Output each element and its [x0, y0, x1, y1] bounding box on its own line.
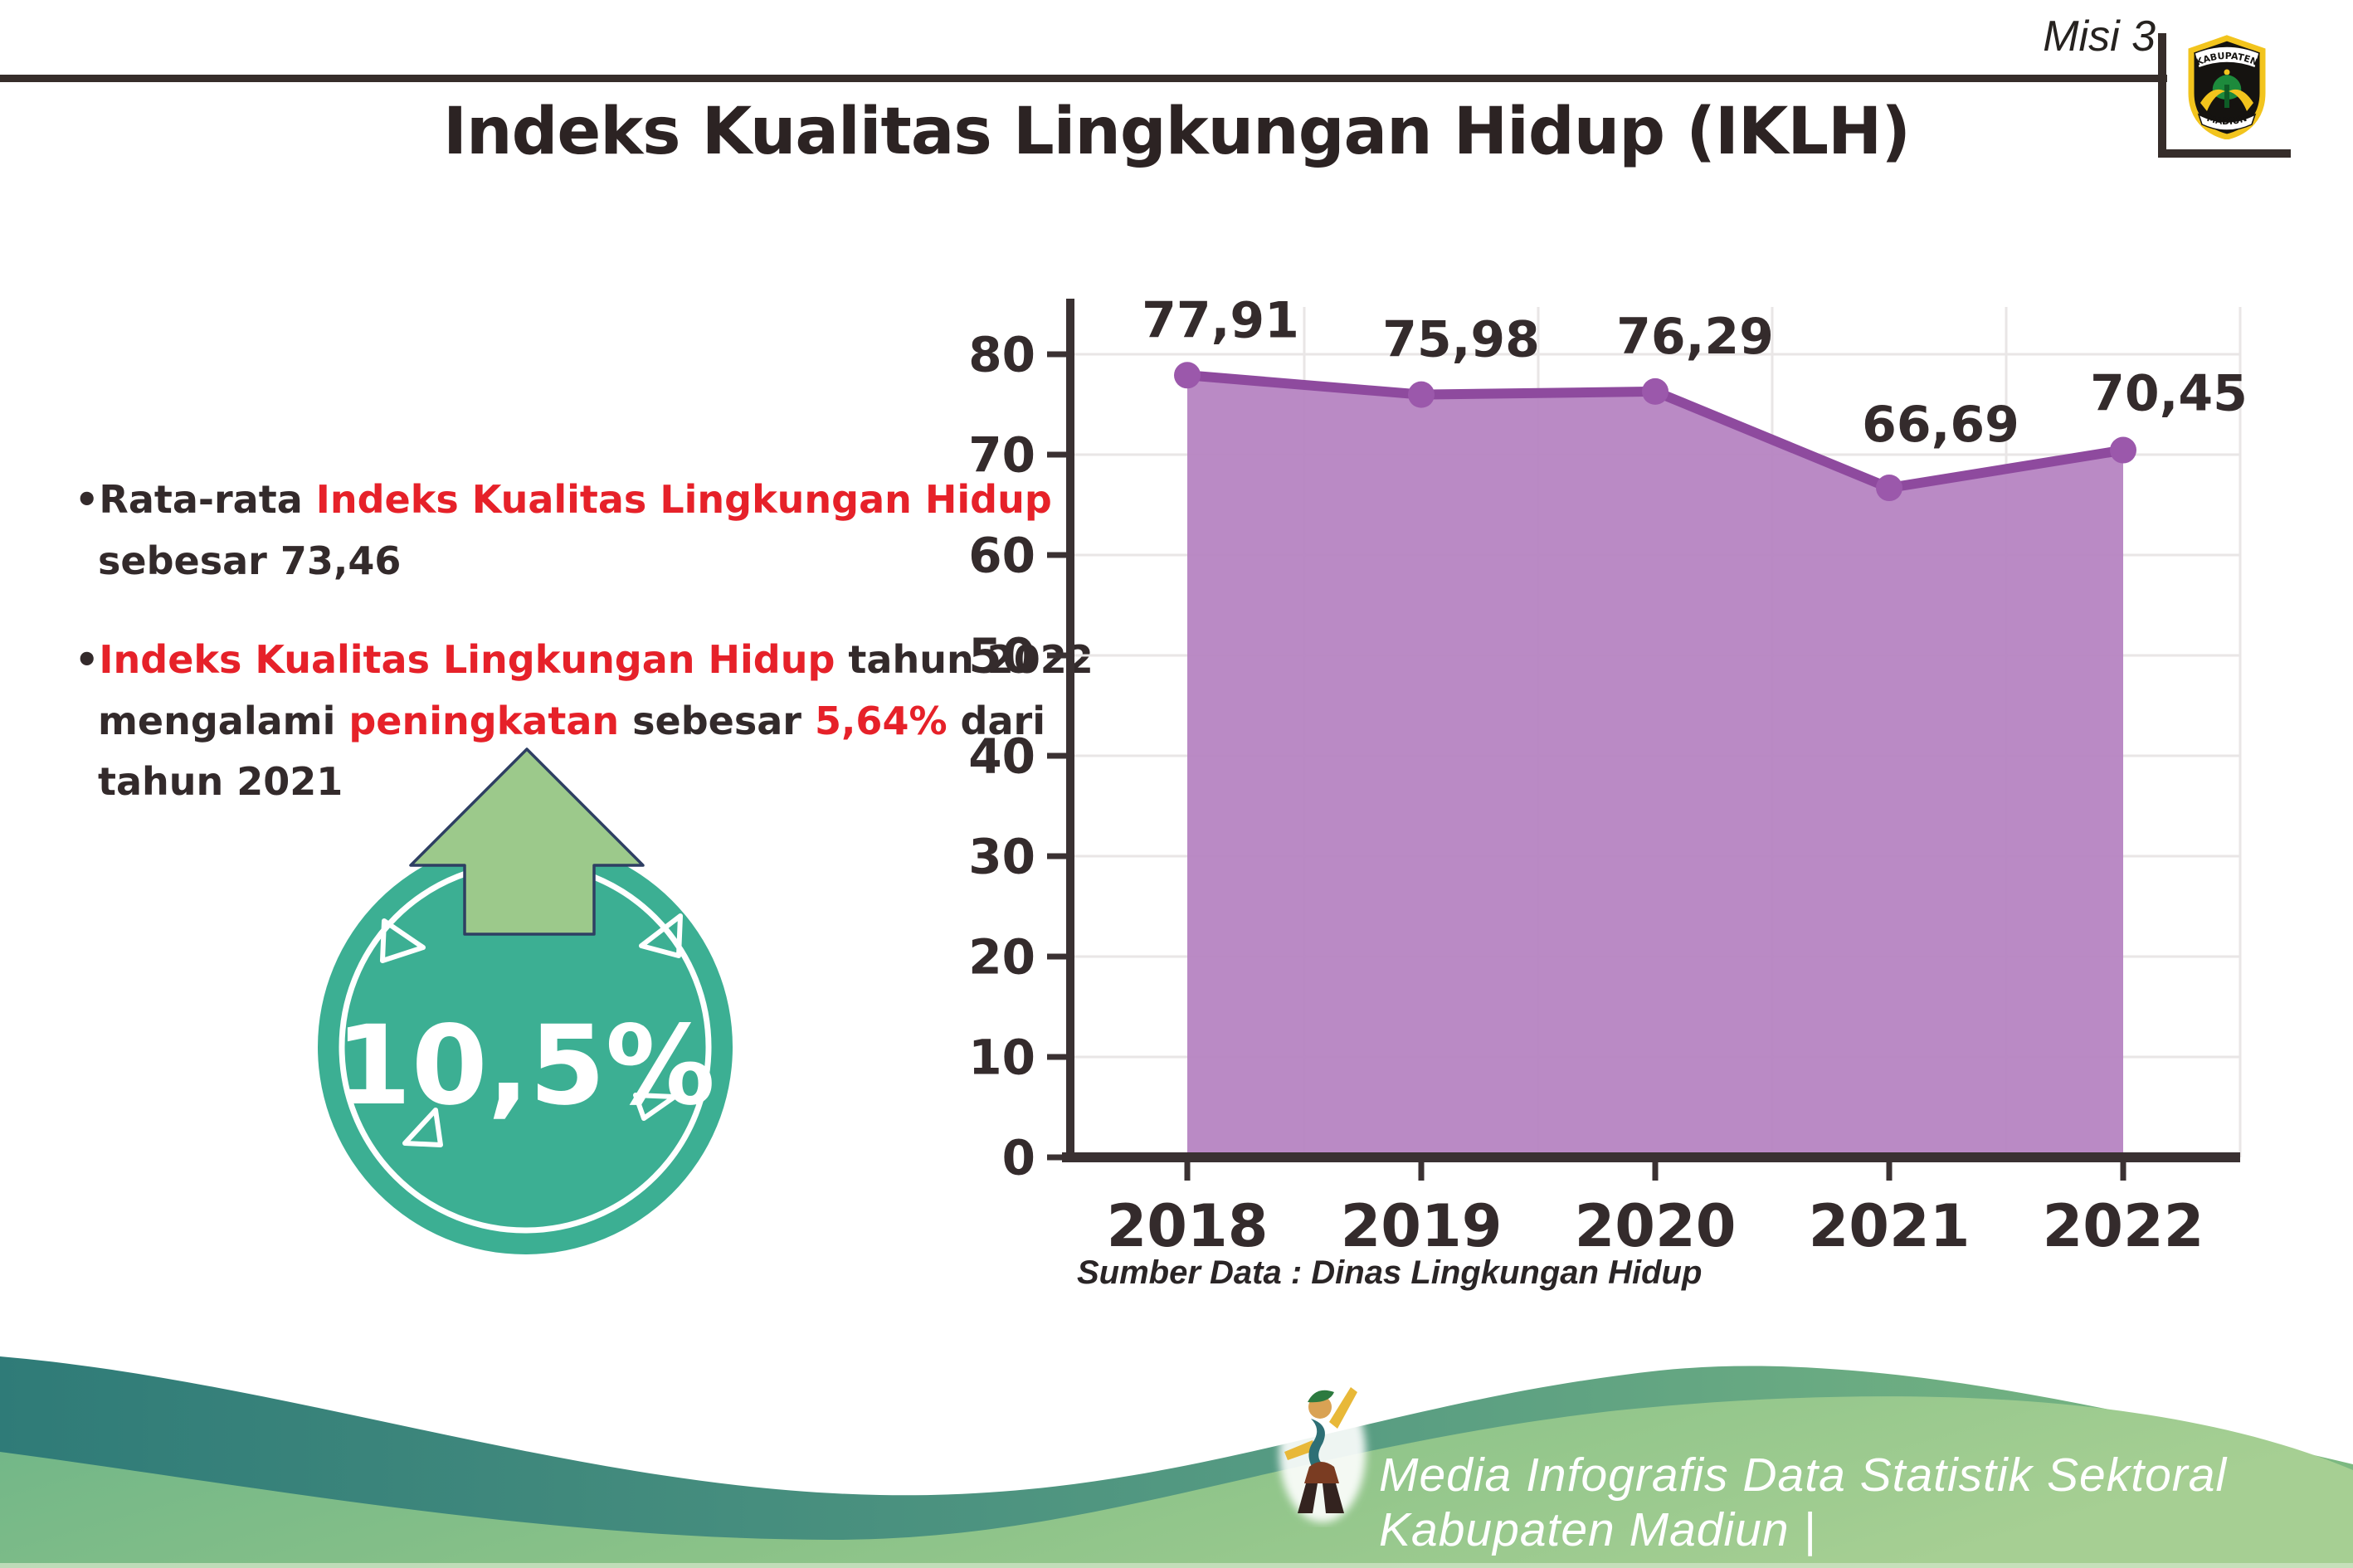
x-tick-label: 2022 [2043, 1192, 2204, 1260]
bullet-dot: • [75, 637, 100, 683]
x-tick-label: 2020 [1575, 1192, 1737, 1260]
dancer-mascot-icon [1279, 1383, 1366, 1522]
y-tick-label: 50 [968, 627, 1035, 684]
bullet-text-segment: tahun 2022 [835, 637, 1094, 683]
y-tick-label: 10 [968, 1029, 1035, 1085]
bullet-text-segment: mengalami [98, 698, 349, 743]
bullet-text-segment: Rata-rata [99, 477, 316, 522]
bullet-text-segment: sebesar 73,46 [98, 538, 402, 583]
up-arrow-icon [409, 747, 645, 936]
y-tick-label: 0 [1002, 1129, 1035, 1186]
data-point [1876, 475, 1902, 502]
logo-bracket-horizontal [2158, 149, 2291, 158]
value-label: 77,91 [1142, 291, 1299, 349]
x-tick-label: 2018 [1107, 1192, 1269, 1260]
mascot-leg-right [1323, 1483, 1344, 1513]
badge-circle [318, 840, 733, 1254]
bullet-text-segment: dari [947, 698, 1045, 743]
value-label: 75,98 [1382, 311, 1540, 369]
bullet-text-segment: Indeks Kualitas Lingkungan Hidup [315, 477, 1052, 522]
misi-label: Misi 3 [2043, 12, 2156, 61]
x-tick-label: 2021 [1809, 1192, 1971, 1260]
data-point [1642, 377, 1669, 405]
iklh-area-chart: 77,91 75,98 76,29 66,69 70,45 0 10 20 30 40 50 60 70… [968, 291, 2248, 1260]
mascot-arm-left [1284, 1440, 1316, 1460]
footer-caption: Media Infografis Data Statistik Sektoral… [1379, 1449, 2228, 1556]
mascot-glow [1279, 1383, 1366, 1522]
y-tick-label: 60 [968, 527, 1035, 583]
value-label: 70,45 [2090, 365, 2248, 423]
bullet-line: •Indeks Kualitas Lingkungan Hidup tahun … [75, 630, 1094, 691]
logo-wing-right [2229, 89, 2253, 111]
y-tick-label: 70 [968, 426, 1035, 483]
footer-wave [0, 1356, 2353, 1568]
mascot-sash [1308, 1419, 1328, 1473]
mascot-skirt [1304, 1462, 1339, 1483]
badge-spark-triangles [380, 913, 683, 1147]
value-label: 76,29 [1616, 308, 1774, 366]
bullet-line: mengalami peningkatan sebesar 5,64% dari [75, 691, 1045, 752]
logo-wing-left [2200, 89, 2225, 111]
bullet-line: •Rata-rata Indeks Kualitas Lingkungan Hi… [75, 470, 1052, 531]
bullet-list: •Rata-rata Indeks Kualitas Lingkungan Hi… [75, 470, 1094, 851]
y-tick-label: 40 [968, 728, 1035, 784]
bullet-text-segment: Indeks Kualitas Lingkungan Hidup [99, 637, 835, 683]
value-label: 66,69 [1862, 396, 2019, 454]
header-rule [0, 75, 2167, 82]
bullet-text-segment: 5,64% [814, 698, 948, 743]
data-point [1408, 381, 1435, 408]
y-tick-label: 80 [968, 326, 1035, 382]
bullet-text-segment: peningkatan [348, 698, 620, 743]
footer-bottom-strip [0, 1563, 2353, 1568]
logo-bracket-vertical [2158, 33, 2166, 158]
footer-wave-front [0, 1396, 2353, 1568]
bullet-line: sebesar 73,46 [75, 531, 1012, 592]
data-point [1174, 362, 1201, 389]
badge-value: 10,5% [335, 1002, 715, 1130]
y-tick-label: 30 [968, 828, 1035, 884]
bullet-text-segment: sebesar [619, 698, 815, 743]
bullet-dot: • [75, 477, 100, 522]
bullet-line: tahun 2021 [75, 752, 1012, 813]
kabupaten-madiun-logo: KABUPATEN MADIUN [2188, 35, 2266, 139]
page-title: Indeks Kualitas Lingkungan Hidup (IKLH) [443, 95, 1911, 169]
source-note: Sumber Data : Dinas Lingkungan Hidup [1077, 1254, 1703, 1291]
mascot-leg-left [1298, 1483, 1318, 1513]
x-tick-label: 2019 [1341, 1192, 1503, 1260]
logo-tree-trunk [2224, 85, 2229, 108]
increase-badge: 10,5% [318, 747, 733, 1254]
logo-star [2224, 69, 2230, 75]
bullet-item: •Indeks Kualitas Lingkungan Hidup tahun … [75, 630, 1094, 813]
mascot-beret [1308, 1390, 1334, 1403]
y-tick-label: 20 [968, 928, 1035, 985]
bullet-item: •Rata-rata Indeks Kualitas Lingkungan Hi… [75, 470, 1052, 592]
data-point [2110, 436, 2136, 464]
logo-bottom-text: MADIUN [2205, 113, 2248, 127]
area-fill [1187, 375, 2123, 1157]
bullet-text-segment: tahun 2021 [98, 759, 343, 805]
logo-top-ribbon [2194, 46, 2260, 69]
logo-bottom-ribbon [2197, 113, 2257, 131]
mascot-arm-right [1329, 1387, 1357, 1429]
